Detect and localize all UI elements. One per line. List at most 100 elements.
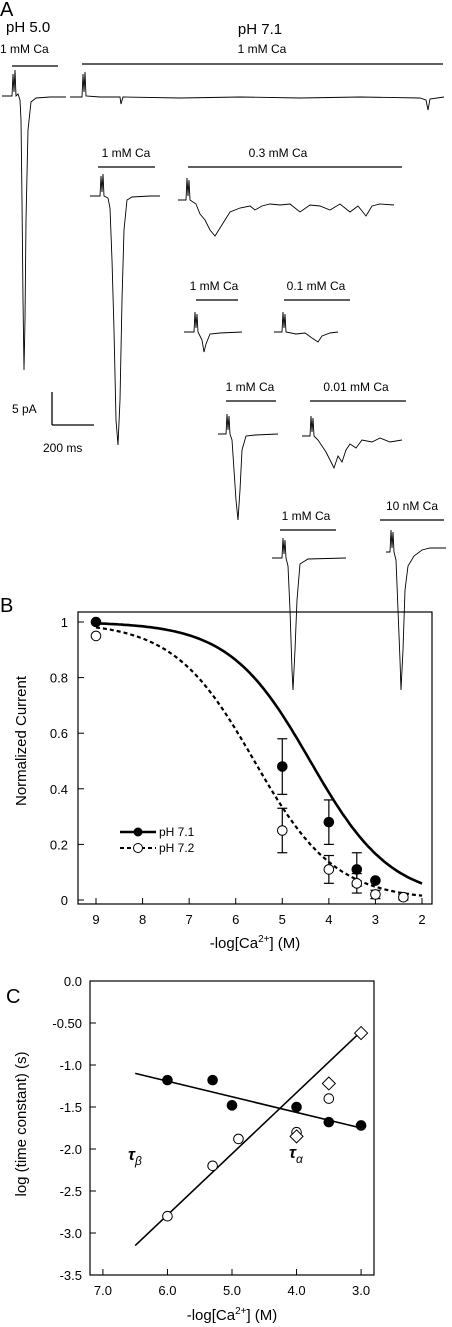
c-ytick-label: -1.5 [60, 1100, 82, 1115]
c-point-tau-beta [355, 1120, 367, 1131]
panel-b: B Normalized Current 0 0.2 0.4 0.6 0.8 1 9 8 7 6… [0, 595, 433, 952]
b-points [90, 616, 409, 903]
b-ytick-label: 0.2 [50, 837, 68, 852]
c-ytick-label: -1.0 [60, 1058, 82, 1073]
c-points [162, 1025, 369, 1222]
b-legend-marker-ph71 [133, 827, 143, 837]
pair2-ctrl-label: 1 mM Ca [190, 279, 239, 293]
c-label-tau-alpha: τα [289, 1143, 304, 1166]
b-point-ph72 [351, 878, 363, 889]
ph50-ca-label: 1 mM Ca [0, 42, 49, 56]
b-ytick-label: 0.4 [50, 782, 68, 797]
scale-time-label: 200 ms [43, 441, 82, 455]
c-xtick-label: 6.0 [158, 1283, 176, 1298]
c-point-diamond [321, 1076, 337, 1091]
c-xlabel: -log[Ca2+] (M) [187, 1306, 278, 1324]
pair3-ctrl-trace [218, 413, 279, 521]
b-plot-frame [77, 611, 433, 905]
pair4-test-label: 10 nM Ca [386, 499, 438, 513]
b-legend: pH 7.1 pH 7.2 [120, 825, 195, 855]
pair3-test-trace [302, 415, 403, 470]
c-point-diamond [353, 1025, 369, 1041]
c-xlabel-sup: 2+ [235, 1306, 247, 1317]
b-ytick-label: 0 [61, 893, 68, 908]
pair4-ctrl-label: 1 mM Ca [282, 509, 331, 523]
b-point-ph71 [351, 864, 363, 875]
c-ytick-label: -3.5 [60, 1268, 82, 1283]
b-point-ph72 [398, 891, 409, 903]
c-label-tau-alpha-sub: α [296, 1152, 304, 1166]
c-ytick-label: -2.0 [60, 1142, 82, 1157]
panel-b-letter: B [0, 595, 13, 617]
pair1-ctrl-label: 1 mM Ca [102, 146, 151, 160]
b-point-ph72 [370, 889, 381, 900]
c-lines [134, 1030, 362, 1247]
ph71-ca-label: 1 mM Ca [238, 42, 287, 56]
pair4-ctrl-trace [272, 537, 347, 691]
trace-ph71 [70, 71, 445, 111]
b-fit-ph71 [95, 622, 423, 885]
c-point-tau-beta [291, 1101, 302, 1113]
b-xticks: 9 8 7 6 5 4 3 2 [92, 898, 426, 927]
b-ytick-label: 0.6 [50, 726, 68, 741]
b-legend-marker-ph72 [133, 843, 143, 853]
c-fit-line-tau-alpha [134, 1030, 362, 1247]
b-ylabel: Normalized Current [13, 675, 30, 806]
b-point-ph71 [370, 875, 381, 886]
pair2-test-label: 0.1 mM Ca [287, 279, 346, 293]
c-label-tau-beta-sub: β [134, 1154, 142, 1168]
c-label-tau-beta: τβ [128, 1145, 142, 1168]
b-xtick-label: 6 [232, 912, 239, 927]
b-xtick-label: 5 [279, 912, 286, 927]
c-plot-frame [89, 980, 375, 1276]
c-ylabel: log (time constant) (s) [13, 1051, 30, 1196]
c-ytick-label: -2.5 [60, 1184, 82, 1199]
scale-current-label: 5 pA [12, 402, 37, 416]
pair2-ctrl-trace [184, 311, 243, 353]
b-curves [95, 622, 423, 897]
panel-c-letter: C [6, 986, 20, 1008]
ph71-label: pH 7.1 [238, 21, 282, 38]
pair1-test-trace [178, 177, 395, 237]
c-label-tau-beta-main: τ [128, 1145, 136, 1164]
b-legend-label-ph72: pH 7.2 [159, 841, 195, 855]
c-ytick-label: -0.50 [52, 1016, 82, 1031]
b-point-ph71 [276, 761, 288, 772]
pair4-test-trace [386, 529, 446, 691]
c-point-tau-alpha [162, 1210, 173, 1222]
b-xlabel-main: -log[Ca [210, 935, 259, 952]
b-point-ph72 [276, 825, 288, 836]
panel-c: C log (time constant) (s) 0.0 -0.50 -1.0 -1… [6, 974, 375, 1324]
c-point-tau-beta [323, 1116, 335, 1128]
pair2-test-trace [274, 311, 339, 343]
c-ytick-label: -3.0 [60, 1226, 82, 1241]
b-xlabel-sup: 2+ [258, 934, 270, 945]
pair3-test-label: 0.01 mM Ca [323, 380, 389, 394]
c-yticks: 0.0 -0.50 -1.0 -1.5 -2.0 -2.5 -3.0 -3.5 [52, 974, 96, 1283]
c-xtick-label: 4.0 [288, 1283, 306, 1298]
c-label-tau-alpha-main: τ [289, 1143, 297, 1162]
b-xlabel-suffix: ] (M) [269, 935, 300, 952]
c-xtick-label: 7.0 [94, 1283, 112, 1298]
b-xlabel: -log[Ca2+] (M) [210, 934, 301, 952]
c-point-tau-alpha [207, 1160, 218, 1172]
b-xtick-label: 3 [372, 912, 379, 927]
b-xtick-label: 2 [418, 912, 425, 927]
pair1-test-label: 0.3 mM Ca [249, 146, 308, 160]
b-xtick-label: 7 [186, 912, 193, 927]
b-yticks: 0 0.2 0.4 0.6 0.8 1 [50, 615, 84, 908]
c-point-tau-beta [226, 1100, 238, 1111]
c-xtick-label: 5.0 [223, 1283, 241, 1298]
c-point-tau-beta [207, 1074, 218, 1086]
c-point-tau-alpha [323, 1093, 335, 1104]
c-point-diamond [289, 1129, 304, 1144]
b-xtick-label: 9 [92, 912, 99, 927]
c-point-tau-alpha [233, 1133, 244, 1145]
pair3-ctrl-label: 1 mM Ca [226, 380, 275, 394]
panel-a: A pH 5.0 pH 7.1 1 mM Ca 1 mM Ca 1 mM Ca … [0, 0, 446, 691]
c-xlabel-main: -log[Ca [187, 1307, 236, 1324]
b-legend-label-ph71: pH 7.1 [159, 825, 195, 839]
b-point-ph72 [323, 864, 335, 875]
c-ytick-label: 0.0 [64, 974, 82, 989]
